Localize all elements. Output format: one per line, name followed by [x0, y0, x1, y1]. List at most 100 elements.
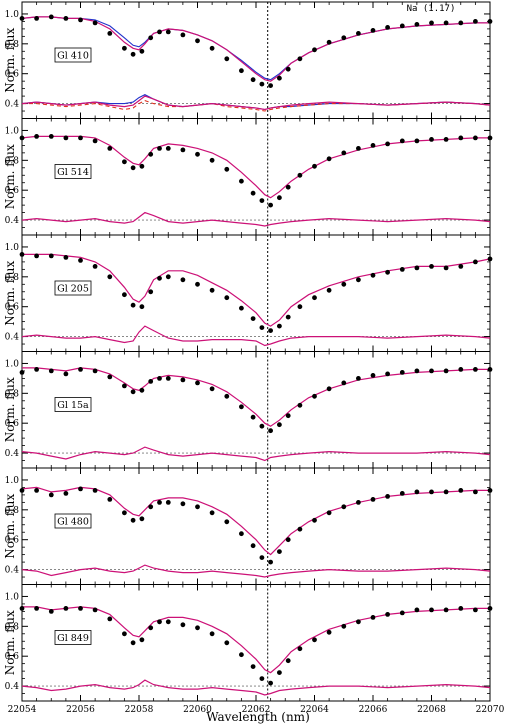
observed-point — [356, 31, 361, 36]
observed-point — [458, 135, 464, 141]
observed-point — [107, 31, 113, 36]
observed-point — [458, 20, 464, 26]
observed-point — [157, 376, 162, 381]
observed-point — [92, 138, 98, 144]
observed-point — [148, 151, 154, 157]
observed-point — [312, 47, 317, 53]
residual-line — [21, 564, 491, 578]
observed-point — [429, 137, 434, 142]
observed-point — [195, 281, 200, 287]
observed-point — [326, 287, 332, 293]
y-axis-title: Norm. flux — [3, 610, 17, 675]
observed-point — [487, 256, 493, 262]
observed-point — [297, 402, 303, 408]
star-label: Gl 410 — [54, 47, 92, 63]
x-tick-label: 22054 — [8, 705, 37, 715]
observed-point — [429, 607, 434, 613]
observed-point — [107, 616, 113, 622]
observed-point — [341, 150, 347, 156]
observed-point — [122, 292, 127, 298]
observed-point — [370, 615, 376, 620]
observed-point — [399, 138, 405, 144]
observed-point — [157, 275, 162, 281]
observed-point — [414, 607, 420, 613]
observed-point — [195, 625, 200, 631]
observed-point — [48, 14, 54, 20]
observed-point — [443, 20, 449, 26]
x-tick-label: 22060 — [183, 705, 212, 715]
panel-frame — [21, 467, 491, 585]
observed-point — [429, 264, 434, 269]
model-line — [21, 486, 490, 556]
observed-point — [341, 281, 347, 287]
observed-point — [180, 377, 186, 383]
observed-point — [19, 135, 25, 141]
observed-point — [277, 75, 282, 81]
observed-point — [48, 609, 54, 614]
observed-point — [48, 368, 54, 374]
observed-point — [385, 25, 390, 30]
observed-point — [78, 606, 83, 611]
observed-point — [157, 500, 162, 505]
observed-point — [78, 258, 83, 263]
observed-point — [107, 374, 113, 380]
observed-point — [326, 629, 332, 635]
observed-point — [285, 658, 291, 664]
observed-point — [34, 367, 39, 372]
observed-point — [209, 386, 215, 392]
observed-point — [148, 625, 154, 631]
x-tick-label: 22066 — [359, 705, 388, 715]
star-label-box — [54, 47, 92, 63]
observed-point — [139, 48, 145, 54]
model-line — [22, 367, 490, 427]
observed-point — [224, 640, 230, 646]
observed-point — [130, 389, 136, 395]
observed-point — [148, 379, 154, 384]
observed-point — [130, 51, 136, 57]
observed-point — [356, 277, 361, 283]
observed-point — [92, 488, 98, 493]
observed-point — [259, 676, 265, 681]
observed-point — [19, 370, 25, 375]
observed-point — [139, 163, 145, 169]
observed-point — [268, 328, 273, 333]
observed-point — [92, 20, 98, 26]
observed-point — [277, 323, 282, 329]
observed-point — [148, 289, 154, 295]
y-tick-label: 1.0 — [5, 592, 20, 602]
observed-point — [268, 202, 273, 208]
observed-point — [399, 610, 405, 616]
observed-point — [259, 198, 265, 204]
observed-point — [48, 492, 54, 498]
observed-point — [165, 500, 171, 505]
residual-line — [21, 679, 491, 696]
observed-point — [473, 19, 478, 24]
observed-point — [34, 606, 39, 611]
y-tick-label: 0.6 — [5, 303, 20, 313]
x-tick-label: 22058 — [125, 705, 154, 715]
observed-point — [139, 387, 145, 393]
observed-point — [92, 607, 98, 613]
observed-point — [63, 255, 69, 260]
observed-point — [429, 20, 434, 26]
observed-point — [399, 370, 405, 375]
panel: 0.4 0.6 0.8 1.0 Norm. flux Gl 514 — [3, 118, 493, 236]
observed-point — [277, 549, 282, 554]
observed-point — [277, 670, 282, 675]
observed-point — [148, 504, 154, 510]
observed-point — [312, 393, 317, 399]
observed-point — [297, 304, 303, 310]
observed-point — [285, 413, 291, 419]
line-annotation: Na (1.17) — [407, 4, 456, 14]
x-tick-label: 22064 — [300, 705, 329, 715]
observed-point — [473, 259, 478, 265]
observed-point — [165, 274, 171, 280]
observed-point — [259, 81, 265, 87]
star-label: Gl 205 — [54, 280, 92, 296]
observed-point — [356, 619, 361, 625]
observed-point — [63, 135, 69, 141]
observed-point — [122, 383, 127, 389]
observed-point — [19, 252, 25, 257]
observed-point — [34, 134, 39, 139]
observed-point — [209, 157, 215, 163]
